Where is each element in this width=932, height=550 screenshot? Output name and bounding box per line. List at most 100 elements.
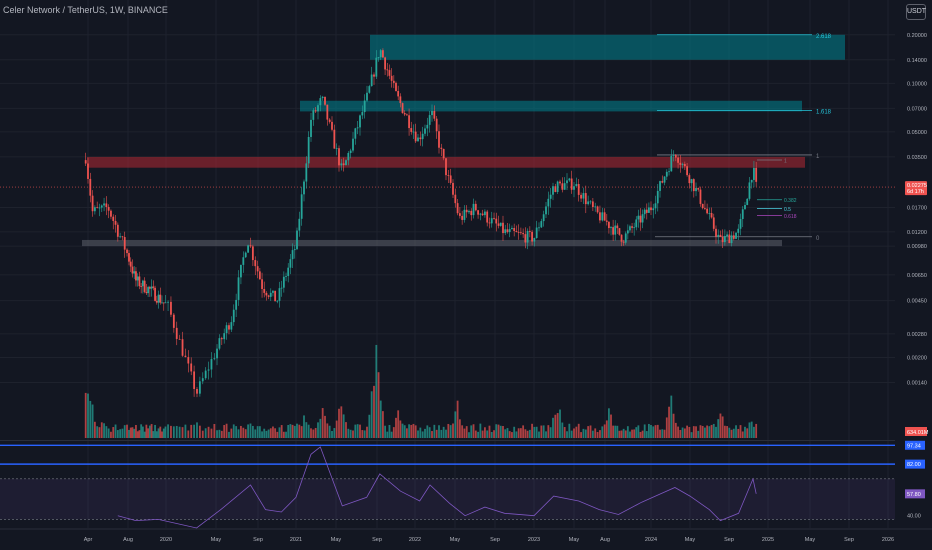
candle-body (618, 228, 621, 235)
candle-body (240, 264, 242, 278)
time-tick-label: May (211, 537, 222, 543)
volume-bar (204, 428, 207, 438)
candle-body (447, 175, 450, 176)
candle-body (601, 212, 604, 221)
candle-body (717, 234, 720, 237)
volume-bar (605, 420, 608, 438)
volume-bar (570, 430, 573, 438)
candle-body (230, 322, 233, 330)
candle-body (93, 207, 96, 212)
volume-bar (133, 428, 136, 438)
volume-bar (524, 429, 527, 438)
price-zone (300, 100, 802, 112)
countdown-label: 6d 17h (907, 189, 924, 195)
volume-bar (267, 429, 270, 438)
volume-bar (274, 428, 277, 438)
candle-body (98, 207, 101, 209)
volume-bar (152, 431, 155, 438)
volume-bar (465, 426, 468, 438)
candle-body (552, 186, 554, 195)
volume-bar (568, 423, 571, 438)
price-tick-label: 0.14000 (907, 58, 927, 64)
rsi-level-tag (905, 440, 925, 450)
candle-body (672, 154, 675, 156)
candle-body (584, 193, 587, 205)
fib-level-label: 2.618 (816, 34, 832, 40)
candle-body (723, 236, 726, 243)
candle-body (474, 203, 477, 211)
price-tick-label: 0.00280 (907, 332, 927, 338)
candle-body (147, 287, 150, 294)
volume-bar (513, 426, 516, 438)
volume-bar (580, 432, 582, 438)
candle-body (599, 212, 601, 221)
candle-body (328, 119, 331, 122)
volume-bar (587, 426, 590, 438)
candle-body (531, 231, 533, 242)
candle-body (746, 198, 749, 205)
volume-bar (612, 425, 615, 438)
volume-bar (710, 424, 713, 438)
candle-body (223, 333, 226, 340)
fib-small-label: 0.618 (784, 214, 797, 220)
volume-bar (145, 424, 148, 438)
candle-body (650, 207, 652, 211)
candle-body (690, 179, 693, 184)
volume-bar (468, 432, 470, 438)
candle-body (340, 163, 343, 166)
currency-unit-button[interactable]: USDT (906, 4, 926, 20)
price-tick-label: 0.05000 (907, 130, 927, 136)
candle-body (580, 194, 582, 199)
volume-bar (608, 408, 610, 438)
fibonacci-levels: 2.618 1.618 1 0 1 0.382 0.50.618 (0, 34, 895, 242)
candle-body (129, 261, 132, 267)
volume-bar (533, 426, 536, 438)
volume-bar (228, 431, 230, 438)
candle-body (452, 182, 454, 195)
candle-body (307, 136, 310, 164)
price-tick-label: 0.03500 (907, 155, 927, 161)
volume-bar (147, 428, 150, 438)
candle-body (155, 300, 158, 303)
volume-bar (715, 426, 717, 438)
candle-body (333, 129, 336, 149)
volume-bar (175, 425, 178, 438)
candle-body (605, 220, 608, 222)
volume-bar (643, 424, 646, 438)
volume-bar (622, 428, 625, 438)
time-tick-label: Sep (253, 537, 263, 543)
candle-body (352, 138, 354, 151)
volume-bar (563, 427, 566, 438)
volume-bar (552, 417, 554, 438)
volume-bar (545, 431, 547, 438)
candle-body (573, 186, 575, 190)
volume-bar (291, 424, 294, 438)
candle-body (479, 213, 482, 215)
candle-body (335, 148, 338, 150)
candle-body (296, 230, 298, 250)
candle-body (484, 211, 486, 216)
candle-body (412, 131, 415, 133)
volume-bar (303, 415, 305, 438)
price-tick-label: 0.07000 (907, 106, 927, 112)
volume-bar (631, 429, 633, 438)
volume-bar (599, 430, 601, 438)
volume-bar (366, 426, 368, 438)
volume-bar (98, 427, 101, 438)
candle-body (148, 287, 151, 289)
candle-body (392, 80, 395, 83)
volume-bar (240, 425, 242, 438)
candle-body (386, 69, 389, 71)
candle-body (614, 225, 617, 235)
candle-body (715, 228, 717, 237)
candle-body (289, 259, 292, 268)
volume-bar (670, 395, 673, 438)
rsi-level-tag (905, 459, 925, 469)
time-tick-label: Aug (600, 537, 610, 543)
rsi-pane (0, 444, 895, 529)
candle-body (312, 110, 315, 120)
volume-last-label: 634.01M (907, 430, 929, 436)
volume-bar (269, 428, 272, 438)
volume-bar (142, 426, 144, 438)
